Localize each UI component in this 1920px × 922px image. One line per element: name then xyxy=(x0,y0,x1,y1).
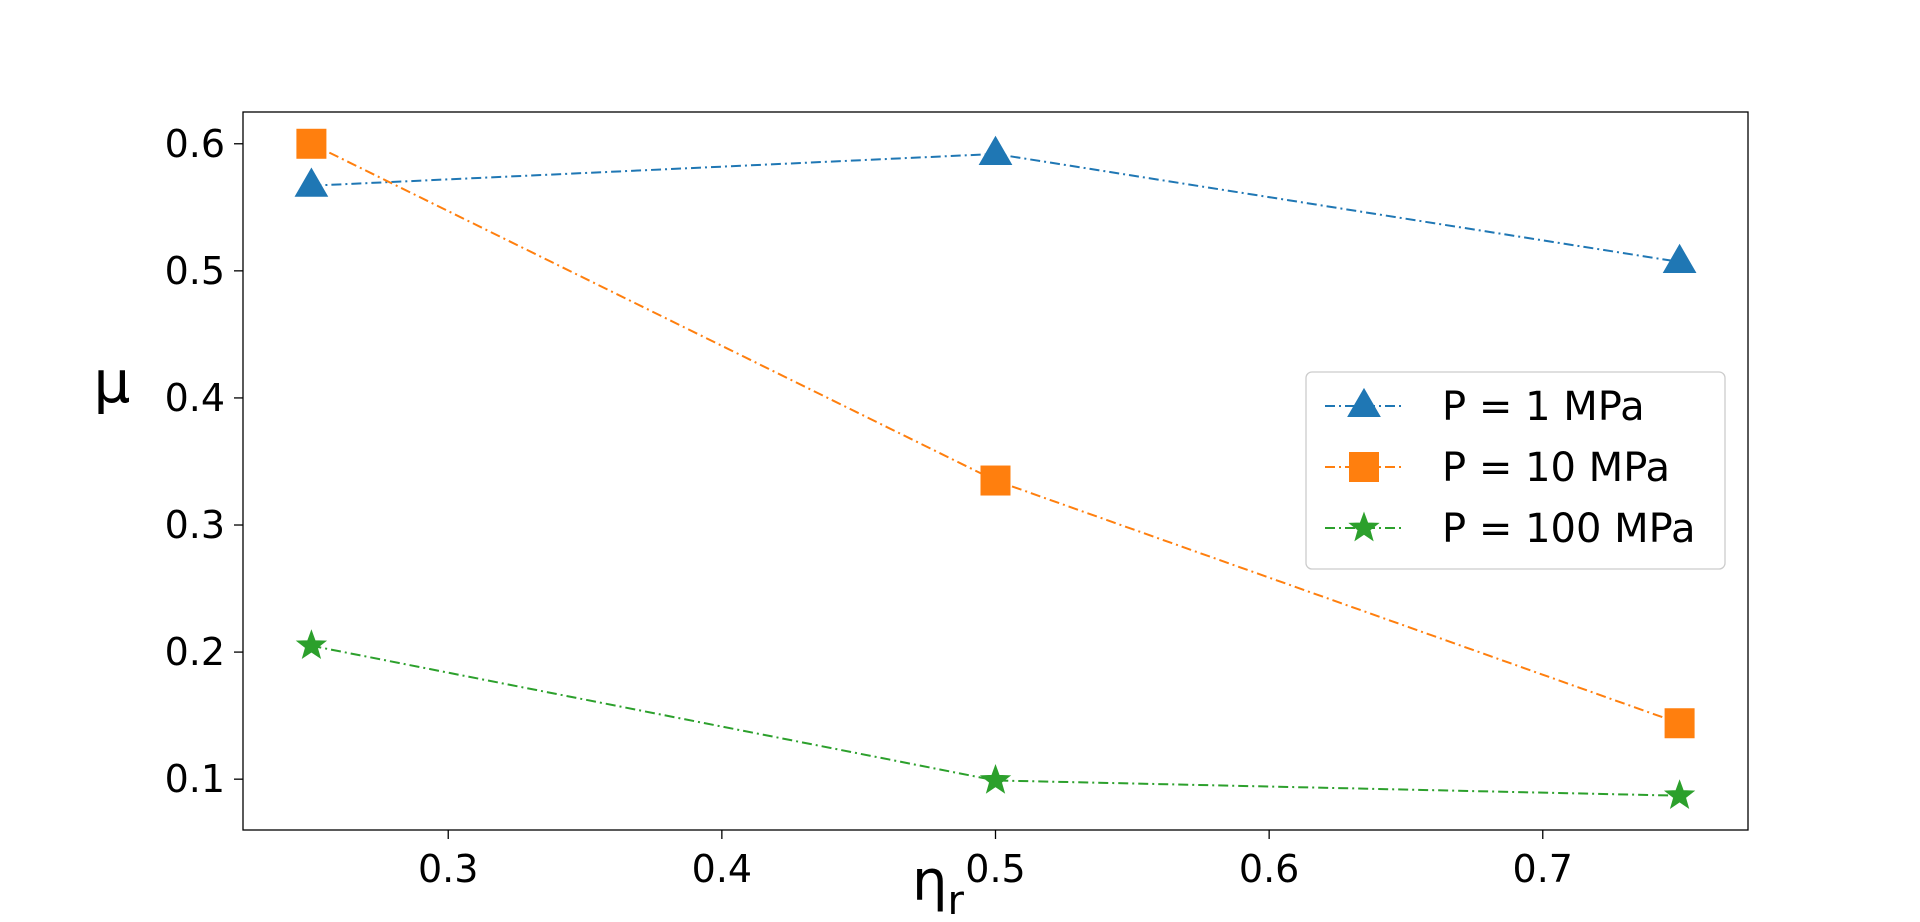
data-point xyxy=(296,128,327,159)
data-point xyxy=(978,135,1013,165)
y-tick-label: 0.5 xyxy=(165,249,225,293)
legend-entry: P = 1 MPa xyxy=(1325,384,1645,430)
legend: P = 1 MPa P = 10 MPa P = 100 MPa xyxy=(1305,371,1726,570)
y-tick-label: 0.6 xyxy=(165,122,225,166)
x-tick-label: 0.5 xyxy=(965,847,1025,891)
y-axis: 0.1 0.2 0.3 0.4 0.5 0.6 xyxy=(165,122,243,801)
series-layer xyxy=(294,128,1697,809)
legend-marker xyxy=(1349,452,1379,482)
legend-marker xyxy=(1348,511,1380,542)
legend-marker xyxy=(1347,387,1381,418)
legend-entry: P = 10 MPa xyxy=(1325,445,1670,491)
data-point xyxy=(1662,243,1697,273)
data-point xyxy=(295,629,328,660)
y-tick-label: 0.4 xyxy=(165,376,225,420)
x-tick-label: 0.6 xyxy=(1239,847,1299,891)
legend-label: P = 10 MPa xyxy=(1442,445,1670,491)
data-point xyxy=(980,465,1011,496)
legend-entry: P = 100 MPa xyxy=(1325,506,1695,552)
x-tick-label: 0.7 xyxy=(1513,847,1573,891)
y-tick-label: 0.1 xyxy=(165,757,225,801)
y-axis-label: μ xyxy=(94,348,131,416)
legend-label: P = 1 MPa xyxy=(1442,384,1645,430)
x-tick-label: 0.4 xyxy=(692,847,752,891)
data-point xyxy=(1664,708,1695,739)
series-3 xyxy=(295,629,1696,809)
data-point xyxy=(294,167,329,197)
legend-label: P = 100 MPa xyxy=(1442,506,1695,552)
y-tick-label: 0.2 xyxy=(165,630,225,674)
x-axis-label-sub: r xyxy=(948,878,965,922)
x-axis-label: ηr xyxy=(912,849,965,922)
data-point xyxy=(979,763,1012,794)
y-tick-label: 0.3 xyxy=(165,503,225,547)
x-axis-label-main: η xyxy=(912,849,948,914)
data-point xyxy=(1663,779,1696,809)
x-tick-label: 0.3 xyxy=(418,847,478,891)
series-1 xyxy=(294,135,1697,273)
legend-box xyxy=(1305,371,1726,570)
series-2 xyxy=(296,128,1695,739)
x-axis: 0.3 0.4 0.5 0.6 0.7 xyxy=(418,830,1573,891)
